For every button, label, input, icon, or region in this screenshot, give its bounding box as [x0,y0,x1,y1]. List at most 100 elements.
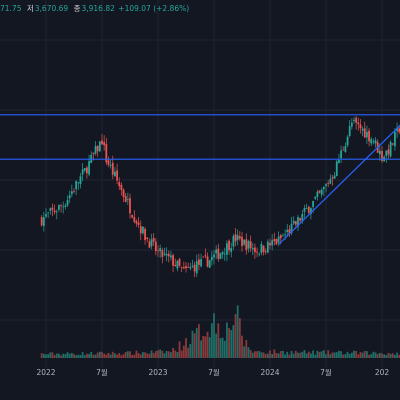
candles [40,116,400,278]
volume-bar [129,351,131,358]
volume-bar [353,350,355,358]
candle-body [350,122,353,127]
volume-bar [92,354,95,358]
candle-body [322,187,325,190]
candle-body [167,253,170,257]
volume-bar [126,351,129,358]
volume-bar [122,354,125,358]
candle-body [103,142,106,146]
candle-body [378,150,381,155]
volume-bar [327,350,330,358]
volume-bar [331,352,334,358]
candle-body [176,260,179,269]
candle-body [290,223,293,233]
volume-bar [195,328,198,358]
candle-body [359,124,362,129]
candle-body [355,117,358,123]
candle-body [129,198,131,214]
volume-bar [109,354,112,358]
volume-bar [325,354,327,358]
volume-bar [58,353,60,358]
volume-bar [107,352,110,358]
volume-bar [279,351,282,358]
volume-bar [154,350,157,358]
candle-body [230,248,233,252]
volume-bar [312,350,314,358]
candle-body [92,152,95,154]
volume-bar [387,352,390,358]
candle-body [221,252,224,255]
volume-bar [228,328,230,358]
volume-bar [256,351,258,358]
candle-body [361,128,364,131]
volume-bar [284,354,286,358]
candle-body [303,208,306,212]
candle-body [96,145,99,152]
volume-bar [361,352,364,358]
candle-body [40,217,43,226]
candle-body [86,167,88,174]
volume-bar [42,353,45,358]
volume-bar [51,352,54,358]
candle-body [124,196,127,202]
candle-body [137,222,140,225]
candle-body [262,245,265,253]
candle-body [154,241,157,252]
ascending-trendline[interactable] [278,114,400,245]
candle-body [346,136,349,146]
volume-bar [394,354,396,358]
volume-bar [307,351,310,358]
candle-body [159,248,162,252]
volume-bar [221,337,224,358]
candle-body [126,199,129,201]
volume-bar [170,352,172,358]
x-tick-label: 2022 [36,368,55,377]
candle-body [161,250,164,257]
candle-body [185,266,187,269]
volume-bar [238,318,241,358]
volume-bar [346,351,349,358]
drawing-lines[interactable] [0,114,400,245]
candle-body [101,140,103,145]
candle-body [305,208,308,210]
candle-body [316,191,319,197]
candle-body [53,210,56,213]
volume-bar [232,325,235,358]
volume-bar [77,354,80,358]
volume-bar [189,344,192,358]
low-value: 3,670.69 [34,4,69,13]
candle-body [247,241,250,249]
volume-bar [133,354,136,358]
volume-bar [157,350,159,358]
volume-bar [359,352,362,358]
volume-bar [236,305,239,358]
candle-body [75,181,78,190]
volume-bar [389,353,392,358]
candle-body [157,250,159,252]
volume-bar [193,333,196,358]
volume-bar [200,340,202,358]
candle-body [251,248,254,250]
candle-body [114,171,116,177]
candle-body [174,264,177,266]
candle-body [353,119,355,121]
candle-body [333,175,336,179]
volume-bar [96,352,99,358]
volume-bar [148,353,151,358]
candle-body [195,261,198,274]
candle-body [198,259,200,265]
candle-body [191,265,194,267]
candle-body [277,236,280,243]
volume-bar [294,350,297,358]
candle-body [107,160,110,165]
volume-bar [335,352,338,358]
volume-bar [378,352,381,358]
candle-body [320,189,323,195]
candle-body [73,190,75,192]
candle-body [254,247,256,253]
volume-bar [178,341,181,358]
candle-body [243,239,246,245]
volume-bar [273,349,276,358]
candle-body [206,256,209,267]
